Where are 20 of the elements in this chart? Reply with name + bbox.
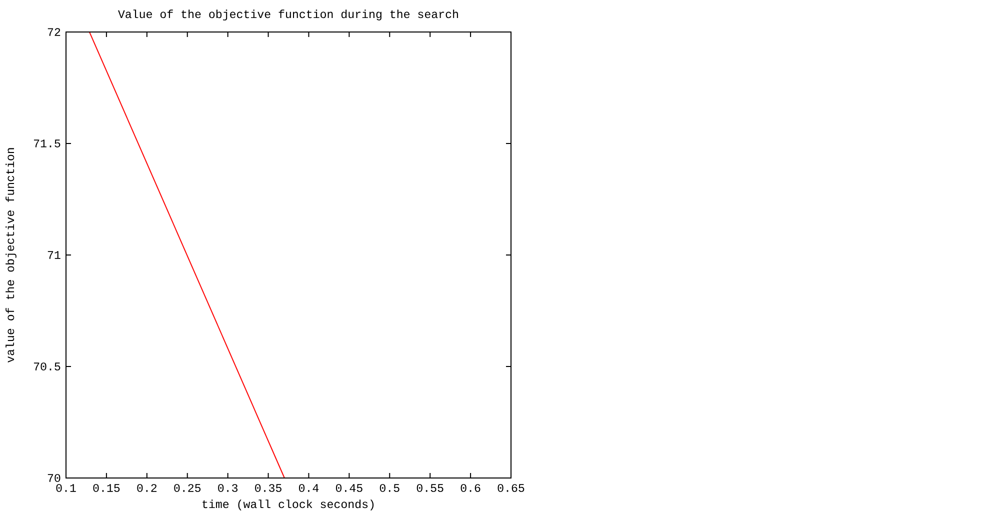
x-tick-label: 0.1 [56,484,76,492]
x-tick-label: 0.5 [380,484,400,492]
y-tick-label: 70 [48,474,60,482]
x-tick-label: 0.15 [93,484,120,492]
chart-title: Value of the objective function during the search [118,10,458,20]
x-tick-label: 0.2 [137,484,157,492]
y-tick-label: 72 [48,28,60,36]
y-tick-label: 70.5 [34,362,60,370]
x-tick-label: 0.25 [174,484,201,492]
y-tick-label: 71.5 [34,140,60,148]
x-tick-label: 0.3 [218,484,238,492]
x-axis-title: time (wall clock seconds) [202,500,374,510]
x-tick-label: 0.55 [416,484,444,492]
y-axis-title: value of the objective function [6,148,16,363]
x-tick-label: 0.65 [498,484,524,492]
x-tick-label: 0.45 [336,484,362,492]
x-tick-label: 0.4 [298,484,319,492]
x-tick-label: 0.6 [460,484,480,492]
x-tick-label: 0.35 [255,484,282,492]
y-tick-label: 71 [48,251,60,259]
